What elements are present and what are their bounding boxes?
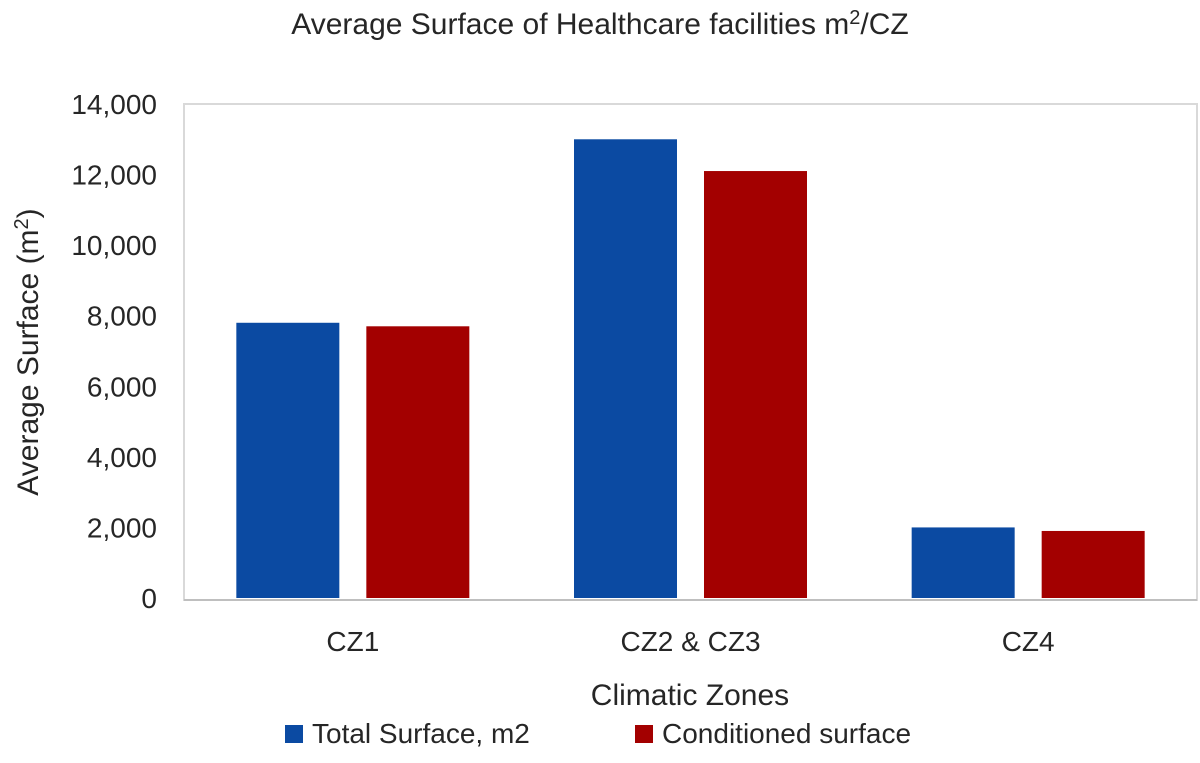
y-tick-label: 14,000 [71,89,157,120]
x-tick-label-0: CZ1 [326,626,379,657]
y-axis-ticks: 0 2,000 4,000 6,000 8,000 10,000 12,000 14,000 [71,89,157,614]
y-axis-title: Average Surface (m2) [11,208,45,495]
y-tick-label: 2,000 [87,512,157,543]
bar-1-0 [574,139,677,599]
x-axis-title: Climatic Zones [591,679,789,712]
chart-title-superscript: 2 [849,7,860,29]
bar-2-0 [911,527,1015,598]
y-tick-label: 8,000 [87,301,157,332]
y-axis-title-group: Average Surface (m2) [11,208,45,495]
chart-title-main: Average Surface of Healthcare facilities… [291,8,849,41]
x-axis-title-group: Climatic Zones [591,679,789,712]
y-tick-label: 12,000 [71,160,157,191]
y-axis-title-main: Average Surface (m [12,229,45,495]
bar-1-1 [704,171,807,599]
y-tick-label: 6,000 [87,371,157,402]
legend-swatch-1 [635,725,653,743]
x-axis-labels: CZ1 CZ2 & CZ3 CZ4 [326,626,1054,657]
chart-title-suffix: /CZ [860,8,908,41]
y-axis-title-suffix: ) [12,208,45,218]
legend-label-1: Conditioned surface [662,718,911,749]
x-tick-label-2: CZ4 [1002,626,1055,657]
y-axis-title-superscript: 2 [11,218,33,229]
chart-title: Average Surface of Healthcare facilities… [291,7,909,41]
legend-label-0: Total Surface, m2 [312,718,530,749]
y-tick-label: 0 [141,583,157,614]
bar-0-1 [366,326,470,598]
bar-0-0 [236,322,340,598]
legend-swatch-0 [285,725,303,743]
plot-area [183,103,1198,601]
y-tick-label: 10,000 [71,230,157,261]
bar-2-1 [1041,530,1145,598]
chart-title-group: Average Surface of Healthcare facilities… [291,7,909,41]
x-tick-label-1: CZ2 & CZ3 [620,626,760,657]
legend: Total Surface, m2 Conditioned surface [285,718,911,749]
y-tick-label: 4,000 [87,442,157,473]
